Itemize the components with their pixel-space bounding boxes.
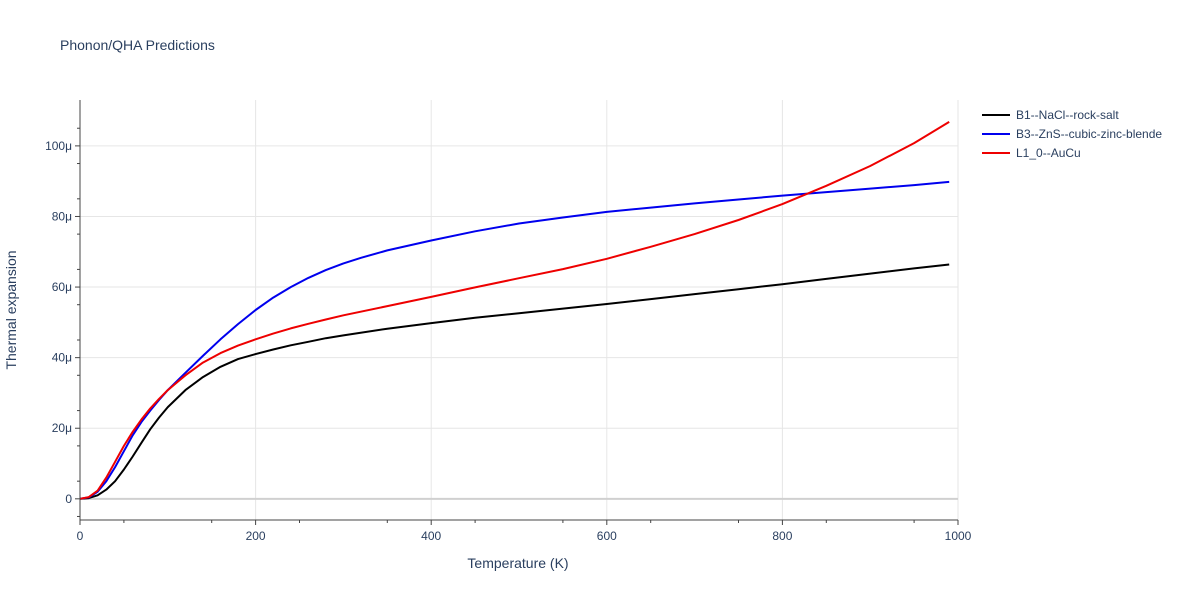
y-tick-label: 60μ [52,280,72,294]
chart-title: Phonon/QHA Predictions [60,37,215,53]
y-tick-label: 20μ [52,421,72,435]
y-tick-label: 80μ [52,209,72,223]
x-axis-title: Temperature (K) [467,555,568,571]
y-axis-title: Thermal expansion [3,250,19,369]
legend-label: L1_0--AuCu [1016,146,1081,160]
grid [80,100,959,520]
x-tick-label: 400 [421,529,441,543]
series-line-2[interactable] [79,180,950,500]
x-tick-label: 1000 [945,529,972,543]
series-line-3[interactable] [79,121,950,500]
y-tick-label: 0 [65,492,72,506]
legend: B1--NaCl--rock-salt B3--ZnS--cubic-zinc-b… [982,108,1162,160]
series-layer [79,121,950,500]
legend-label: B3--ZnS--cubic-zinc-blende [1016,127,1162,141]
legend-item-2[interactable]: B3--ZnS--cubic-zinc-blende [982,127,1162,141]
series-line-1[interactable] [79,263,950,500]
legend-item-1[interactable]: B1--NaCl--rock-salt [982,108,1119,122]
axes: 0 200 400 600 800 1000 0 20μ 40μ 60μ 80μ 100μ [45,100,972,543]
x-tick-label: 200 [246,529,266,543]
legend-label: B1--NaCl--rock-salt [1016,108,1119,122]
x-tick-label: 800 [772,529,792,543]
x-tick-label: 600 [597,529,617,543]
x-tick-label: 0 [77,529,84,543]
y-tick-label: 40μ [52,351,72,365]
legend-item-3[interactable]: L1_0--AuCu [982,146,1081,160]
y-tick-label: 100μ [45,139,72,153]
